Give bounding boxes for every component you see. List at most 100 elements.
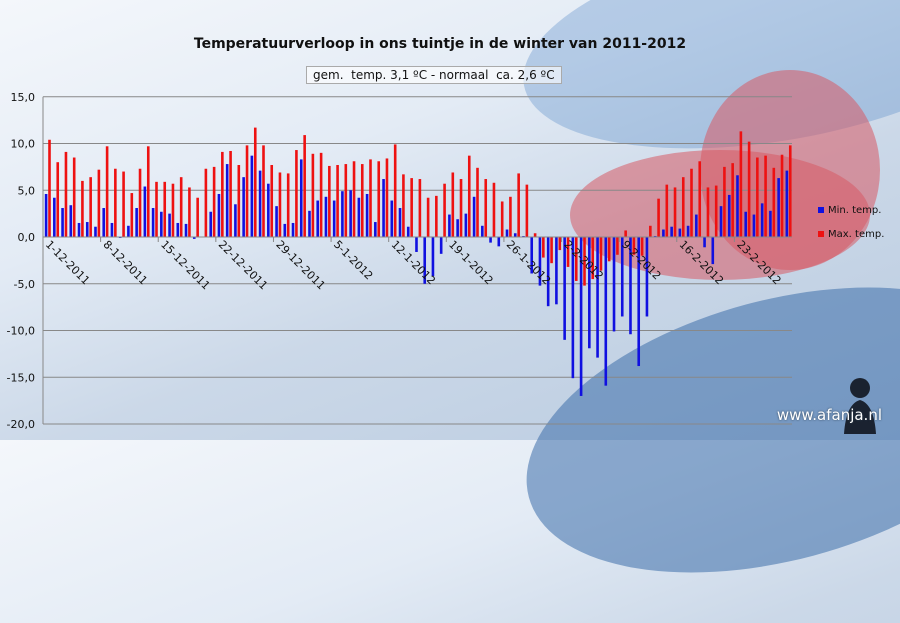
bar-max-temp [72,157,76,237]
bar-max-temp [492,182,496,237]
bar-min-temp [406,226,410,237]
y-tick-label: -5,0 [14,278,35,291]
bar-min-temp [127,225,130,237]
bar-max-temp [179,177,183,237]
bar-min-temp [275,206,278,237]
bar-min-temp [209,211,213,237]
bar-min-temp [374,222,377,237]
bar-max-temp [336,165,339,237]
x-tick-label: 1-12-2011 [43,238,92,287]
x-tick-label: 5-1-2012 [331,238,376,283]
bar-max-temp [352,161,356,237]
bar-max-temp [599,237,603,271]
bar-max-temp [690,168,693,237]
bar-max-temp [245,145,249,237]
bar-max-temp [196,197,199,237]
bar-min-temp [242,177,245,237]
bar-max-temp [484,179,488,237]
bar-min-temp [382,179,385,237]
x-tick-label: 12-1-2012 [389,238,438,287]
bar-max-temp [500,201,504,237]
bar-max-temp [558,237,562,251]
bar-min-temp [538,237,542,286]
bar-min-temp [612,237,616,332]
bar-min-temp [637,237,641,367]
chart-subtitle: gem. temp. 3,1 ºC - normaal ca. 2,6 ºC [306,66,562,84]
bar-min-temp [365,193,369,237]
bar-min-temp [744,211,748,237]
bar-min-temp [703,237,706,248]
bar-min-temp [332,200,336,237]
bar-min-temp [727,194,731,237]
bar-max-temp [681,177,685,237]
bar-max-temp [607,237,611,262]
legend: Min. temp. Max. temp. [818,198,884,246]
bar-max-temp [212,166,216,237]
bar-max-temp [509,196,512,237]
bar-min-temp [250,155,254,237]
bar-max-temp [56,162,60,237]
bar-min-temp [415,237,418,252]
bar-max-temp [764,155,767,237]
bar-min-temp [151,208,155,237]
bar-min-temp [176,222,180,237]
bar-min-temp [423,237,427,284]
bar-max-temp [204,168,208,237]
bar-max-temp [64,151,68,237]
bar-max-temp [295,150,298,237]
bar-max-temp [146,146,150,237]
bar-max-temp [262,145,265,237]
bar-max-temp [286,173,290,237]
bar-min-temp [513,233,517,237]
bar-max-temp [426,197,430,237]
bar-max-temp [105,146,109,237]
bar-max-temp [130,193,134,237]
bar-max-temp [114,168,117,237]
bar-max-temp [171,183,175,237]
bar-min-temp [711,237,715,265]
watermark: www.afanja.nl [776,406,882,424]
bar-min-temp [53,197,56,237]
bar-min-temp [489,237,492,243]
bar-max-temp [624,230,627,237]
bar-max-temp [122,171,125,237]
chart-title: Temperatuurverloop in ons tuintje in de … [193,36,687,52]
bar-max-temp [632,237,636,255]
bar-max-temp [163,181,167,237]
bar-min-temp [530,237,534,274]
x-tick-label: 19-1-2012 [446,238,495,287]
bar-max-temp [451,172,455,237]
bar-max-temp [319,152,323,237]
bar-max-temp [270,165,274,237]
bar-min-temp [736,175,739,237]
bar-min-temp [472,196,476,237]
y-tick-label: 0,0 [18,231,36,244]
bar-min-temp [481,225,484,237]
bar-max-temp [640,237,644,256]
bar-max-temp [756,157,759,237]
bar-max-temp [155,181,158,237]
bar-min-temp [464,213,468,237]
bar-max-temp [229,150,232,237]
bar-max-temp [780,154,784,237]
bar-min-temp [752,214,756,237]
x-tick-label: 8-12-2011 [100,238,149,287]
bar-min-temp [357,197,361,237]
bar-max-temp [435,195,438,237]
bar-min-temp [769,210,772,237]
bar-min-temp [61,208,64,237]
bar-max-temp [188,187,191,237]
bar-max-temp [649,225,652,237]
bar-min-temp [77,222,81,237]
bar-min-temp [785,170,789,237]
bar-max-temp [772,167,776,237]
bar-min-temp [456,219,459,237]
bar-min-temp [316,200,320,237]
bar-min-temp [629,237,632,335]
bar-max-temp [138,168,142,237]
y-tick-label: -10,0 [7,325,35,338]
bar-min-temp [497,237,501,247]
legend-swatch-min [818,207,824,213]
bar-min-temp [341,191,344,237]
bar-max-temp [81,180,84,237]
